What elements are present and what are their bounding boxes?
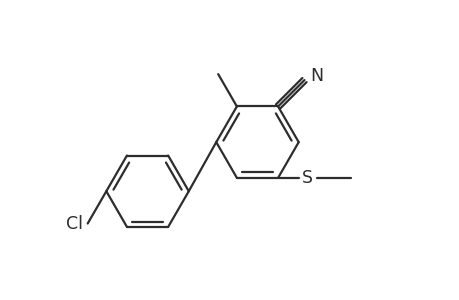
Text: Cl: Cl (66, 214, 83, 232)
Text: S: S (301, 169, 312, 187)
Text: N: N (310, 67, 323, 85)
